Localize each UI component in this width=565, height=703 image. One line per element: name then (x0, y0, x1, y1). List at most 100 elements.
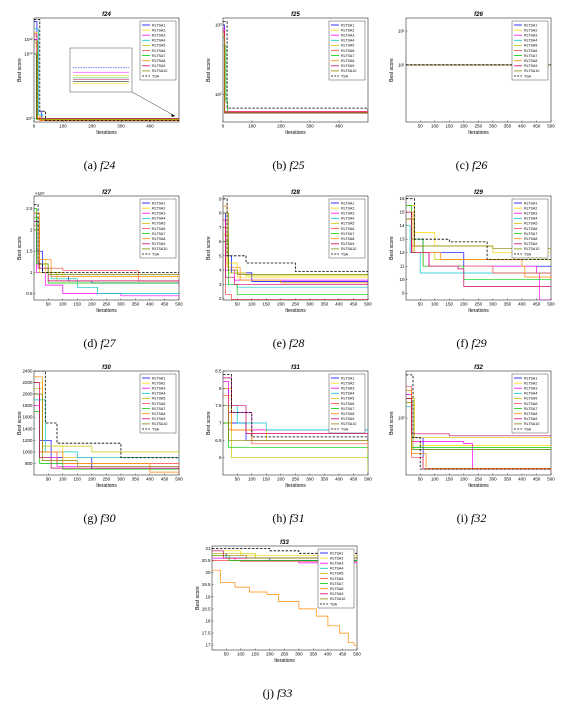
series-line-7 (34, 53, 179, 121)
x-tick-label: 300 (117, 302, 125, 307)
legend-label: RLTSA1 (152, 376, 165, 380)
legend-label: RLTSA8 (524, 237, 537, 241)
y-tick-label: 6 (219, 239, 222, 244)
x-tick-label: 400 (146, 124, 154, 129)
series-line-10 (212, 555, 357, 559)
x-tick-label: 400 (335, 477, 343, 482)
series-line-9 (406, 211, 551, 287)
legend-label: RLTSA4 (524, 39, 537, 43)
legend-label: RLTSA1 (524, 23, 537, 27)
y-tick-label: 20.5 (202, 558, 211, 563)
legend-label: RLTSA8 (524, 412, 537, 416)
legend: RLTSA1RLTSA2RLTSA3RLTSA4RLTSA5RLTSA6RLTS… (511, 20, 549, 81)
figure-caption: (h) f31 (201, 511, 376, 526)
x-tick-label: 500 (547, 124, 555, 129)
legend-label: RLTSA2 (330, 556, 343, 560)
y-tick-label: 6 (219, 455, 222, 460)
series-line-10 (223, 212, 368, 276)
y-tick-label: 8 (219, 386, 222, 391)
legend-label: RLTSA10 (524, 422, 539, 426)
legend-label: RLTSA6 (524, 49, 537, 53)
x-tick-label: 100 (248, 302, 256, 307)
chart-panel-f29: f29 50 100 150 200 250 300 350 400 450 500 9 10 11 12 1… (384, 188, 559, 352)
x-tick-label: 300 (295, 652, 303, 657)
chart-title: f29 (474, 190, 483, 196)
x-tick-label: 350 (132, 302, 140, 307)
y-axis-label: Best score (17, 411, 23, 435)
legend-label: TSA (152, 74, 160, 78)
legend-label: RLTSA3 (524, 387, 537, 391)
series-line-11 (406, 198, 551, 260)
legend-label: RLTSA8 (341, 412, 354, 416)
legend-label: RLTSA5 (524, 44, 537, 48)
series-line-6 (223, 226, 368, 300)
figure-caption: (d) f27 (12, 336, 187, 351)
y-tick-label: 2 (30, 227, 33, 232)
x-tick-label: 100 (59, 124, 67, 129)
caption-function: f25 (289, 158, 305, 172)
chart-panel-f24: f24 0 100 200 300 400 10⁰ 10¹⁰ 10¹² Iterations Bes… (12, 10, 187, 174)
figure-caption: (f) f29 (384, 336, 559, 351)
legend-label: RLTSA9 (341, 417, 354, 421)
x-axis-label: Iterations (96, 130, 117, 136)
y-tick-label: 6.5 (215, 438, 222, 443)
legend-label: RLTSA8 (341, 59, 354, 63)
legend-label: RLTSA5 (341, 44, 354, 48)
legend-label: RLTSA8 (524, 59, 537, 63)
x-tick-label: 100 (59, 302, 67, 307)
x-tick-label: 50 (235, 302, 241, 307)
legend-label: RLTSA9 (152, 417, 165, 421)
x-tick-label: 350 (504, 302, 512, 307)
x-tick-label: 450 (533, 477, 541, 482)
legend-label: RLTSA3 (524, 34, 537, 38)
series-line-9 (223, 219, 368, 286)
y-tick-label: 20 (205, 570, 211, 575)
y-tick-label: 16 (399, 196, 405, 201)
legend-label: RLTSA2 (152, 28, 165, 32)
chart-svg-f28: f28 50 100 150 200 250 300 350 400 450 500 2 3 4 5 6 7 8 9… (206, 190, 372, 314)
y-tick-label: 1000 (22, 449, 33, 454)
legend: RLTSA1RLTSA2RLTSA3RLTSA4RLTSA5RLTSA6RLTS… (139, 198, 177, 259)
caption-function: f30 (100, 511, 116, 525)
chart-panel-f33: f33 50 100 150 200 250 300 350 400 450 500 17 17.5 18… (190, 538, 365, 702)
y-tick-label: 17.5 (202, 631, 211, 636)
x-axis-label: Iterations (468, 308, 489, 314)
chart-svg-f25: f25 0 100 200 300 400 10² 10³ Iterations Best sco… (206, 12, 369, 136)
x-tick-label: 100 (237, 652, 245, 657)
x-tick-label: 250 (475, 477, 483, 482)
x-tick-label: 400 (146, 477, 154, 482)
x-tick-label: 200 (266, 652, 274, 657)
series-line-7 (223, 45, 368, 114)
series-line-3 (223, 381, 368, 451)
legend-label: TSA (341, 427, 349, 431)
chart-panel-f30: f30 50 100 150 200 250 300 350 400 450 500 800 1000 1… (12, 363, 187, 527)
x-tick-label: 500 (175, 302, 183, 307)
series-line-6 (212, 560, 357, 563)
legend-label: RLTSA5 (152, 222, 165, 226)
x-tick-label: 200 (460, 302, 468, 307)
series-line-7 (223, 422, 368, 462)
legend-label: RLTSA1 (152, 23, 165, 27)
legend-label: RLTSA2 (152, 381, 165, 385)
chart-svg-f30: f30 50 100 150 200 250 300 350 400 450 500 800 1000 1… (17, 365, 183, 489)
y-axis-label: Best score (206, 236, 212, 260)
x-tick-label: 150 (74, 302, 82, 307)
series-line-11 (34, 18, 179, 121)
x-tick-label: 150 (446, 302, 454, 307)
x-tick-label: 250 (292, 302, 300, 307)
zoom-inset (69, 47, 176, 117)
legend-label: RLTSA3 (341, 34, 354, 38)
caption-function: f33 (276, 686, 293, 700)
legend-label: RLTSA6 (524, 227, 537, 231)
x-tick-label: 500 (353, 652, 361, 657)
x-tick-label: 200 (88, 124, 96, 129)
x-tick-label: 300 (117, 477, 125, 482)
chart-panel-f27: f27 50 100 150 200 250 300 350 400 450 500 0.5 1 1.5 2… (12, 188, 187, 352)
x-tick-label: 0 (222, 124, 225, 129)
chart-title: f32 (474, 365, 483, 371)
y-axis-label: Best score (17, 58, 23, 82)
series-line-6 (406, 386, 551, 473)
x-tick-label: 200 (88, 477, 96, 482)
legend-label: RLTSA6 (152, 49, 165, 53)
y-exponent-label: ×10⁴ (35, 191, 45, 196)
